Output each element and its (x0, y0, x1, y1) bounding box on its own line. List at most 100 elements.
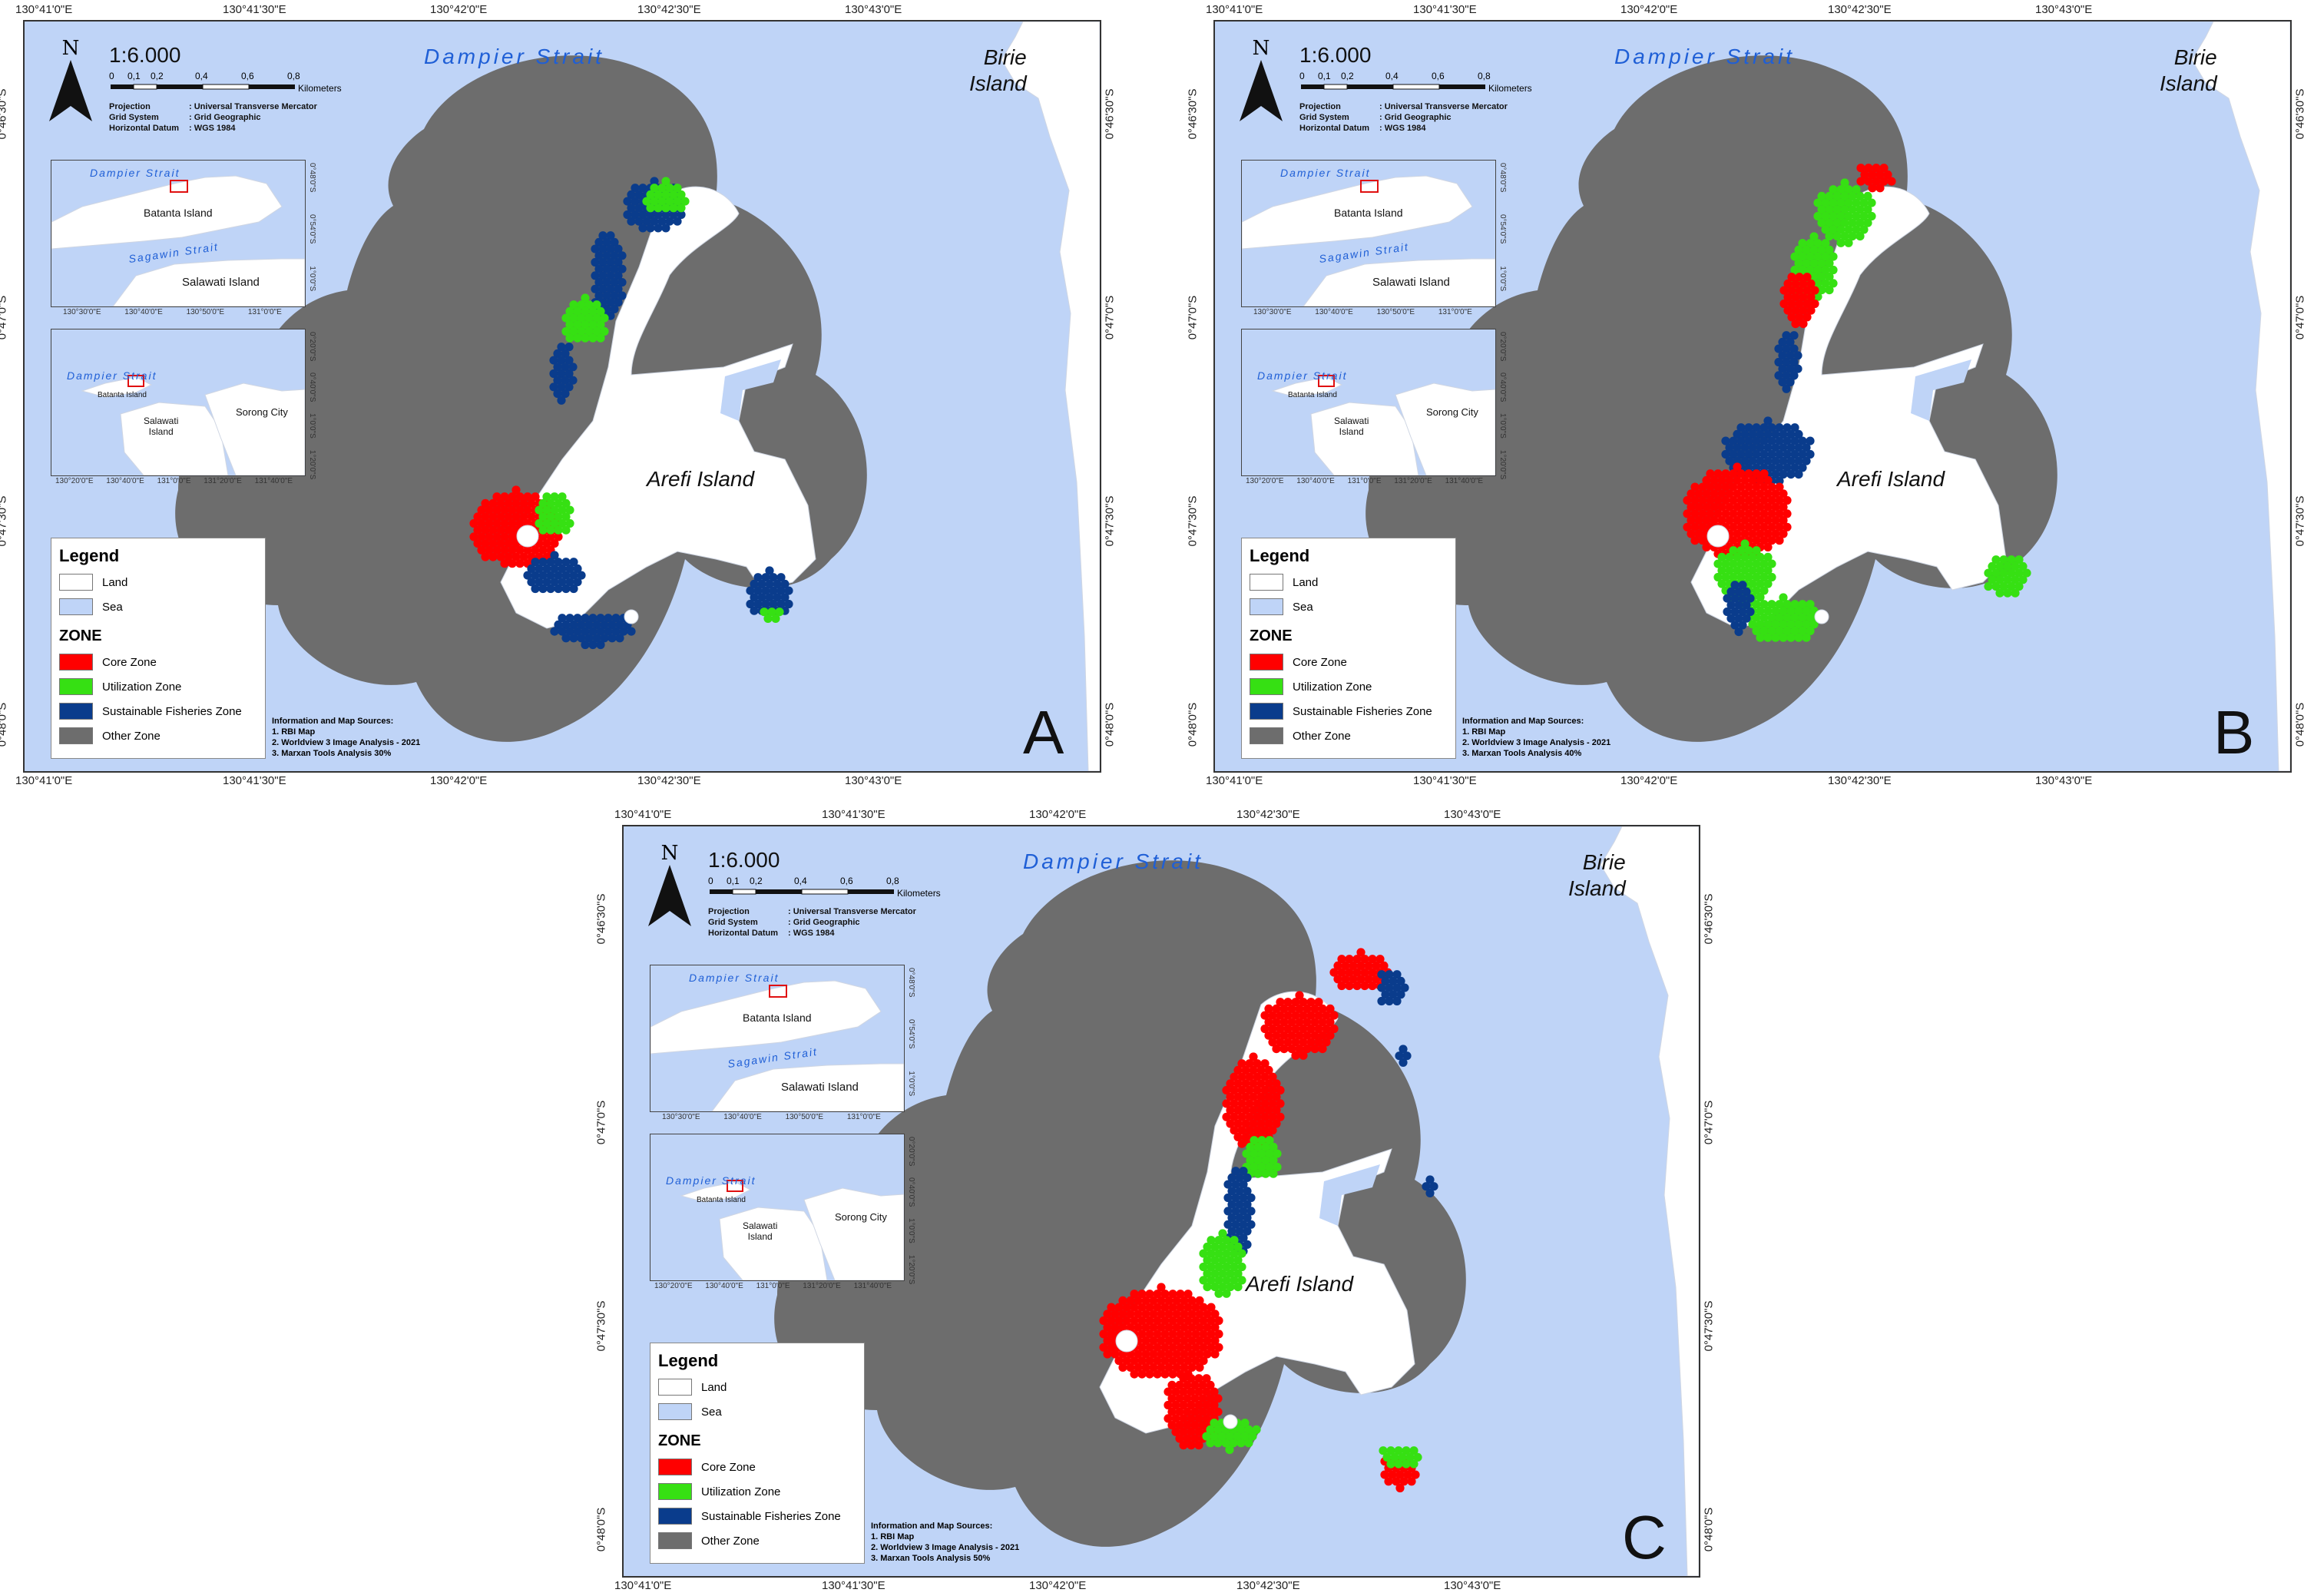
core-zone-cell (1207, 1329, 1216, 1339)
utilization-zone-cluster (642, 177, 690, 213)
utilization-zone-cell (1821, 265, 1830, 275)
core-zone-cell (1721, 482, 1730, 492)
fisheries-zone-cell (623, 197, 632, 206)
core-zone-cell (1721, 509, 1730, 518)
core-zone-cluster (1099, 1283, 1223, 1379)
fisheries-zone-cell (606, 231, 615, 240)
fisheries-zone-cell (1789, 331, 1799, 340)
utilization-zone-cell (1222, 1236, 1231, 1245)
utilization-zone-cell (1817, 205, 1826, 214)
fisheries-zone-cell (1767, 436, 1776, 445)
core-zone-cell (1690, 482, 1700, 492)
core-zone-cell (1118, 1323, 1127, 1332)
inset-2-xtick-2: 130°40'0"E (106, 477, 144, 485)
coord-bottom-2: 130°41'30"E (223, 774, 286, 787)
fisheries-zone-cell (1239, 1207, 1248, 1216)
core-zone-cell (1864, 177, 1873, 186)
utilization-zone-cell (588, 306, 598, 316)
core-zone-cell (1736, 469, 1746, 478)
core-zone-cell (1787, 299, 1796, 309)
core-zone-cell (1279, 1018, 1289, 1027)
fisheries-zone-cell (1243, 1214, 1252, 1223)
utilization-zone-cell (1763, 552, 1773, 562)
birie-island-label: Birie Island (969, 45, 1027, 97)
coord-bottom-4: 130°42'30"E (637, 774, 701, 787)
fisheries-zone-cell (542, 564, 551, 574)
utilization-zone-cell (1744, 559, 1753, 568)
core-zone-cell (1210, 1323, 1220, 1332)
grid-key: Grid System (109, 113, 159, 122)
fisheries-zone-cell (1239, 1193, 1248, 1203)
panel-letter: C (1622, 1503, 1667, 1571)
islet-south (624, 609, 639, 624)
core-zone-cell (481, 512, 490, 522)
fisheries-zone-cell (765, 566, 774, 575)
core-zone-cell (1748, 475, 1757, 485)
core-zone-cell (1384, 1477, 1393, 1486)
projection-key: Projection (708, 907, 750, 916)
core-zone-cell (1210, 1336, 1220, 1346)
core-zone-cell (1190, 1380, 1200, 1389)
utilization-zone-cell (1230, 1276, 1239, 1285)
legend-swatch-core (658, 1459, 692, 1475)
legend-row-sea: Sea (658, 1403, 722, 1420)
utilization-zone-cell (1386, 1446, 1395, 1455)
inset-1-batanta-label: Batanta Island (144, 207, 213, 219)
core-zone-cell (1322, 1011, 1331, 1020)
fisheries-zone-cell (1742, 587, 1751, 597)
fisheries-zone-cluster (1377, 970, 1409, 1006)
utilization-zone-cell (1798, 626, 1807, 636)
inset-2-ytick-2: 0°40'0"S (907, 1177, 915, 1207)
utilization-zone-cell (1244, 1425, 1253, 1434)
core-zone-cell (1145, 1343, 1154, 1352)
core-zone-cell (1253, 1126, 1262, 1135)
core-zone-cell (1395, 1483, 1405, 1493)
core-zone-cell (1160, 1290, 1170, 1299)
core-zone-cell (1710, 502, 1719, 512)
core-zone-cell (1230, 1112, 1239, 1121)
fisheries-zone-cell (531, 584, 540, 594)
core-zone-cell (1176, 1356, 1185, 1366)
utilization-zone-cell (654, 190, 663, 199)
core-zone-cell (1740, 502, 1750, 512)
core-zone-cell (1694, 502, 1703, 512)
fisheries-zone-cell (561, 584, 571, 594)
core-zone-cell (1779, 516, 1788, 525)
utilization-zone-cell (1790, 613, 1799, 622)
inset-2-ytick-2: 0°40'0"S (308, 373, 316, 402)
core-zone-cell (1203, 1336, 1212, 1346)
fisheries-zone-cell (1243, 1227, 1252, 1236)
utilization-zone-cell (561, 498, 571, 508)
fisheries-zone-cell (1748, 456, 1757, 465)
core-zone-cell (1260, 1126, 1270, 1135)
utilization-zone-cell (588, 320, 598, 329)
fisheries-zone-cell (1730, 607, 1740, 617)
core-zone-cell (1360, 968, 1369, 977)
core-zone-cell (1767, 522, 1776, 531)
core-zone-cell (1237, 1126, 1246, 1135)
utilization-zone-cell (1756, 620, 1765, 629)
core-zone-cell (1314, 1024, 1323, 1034)
core-zone-cell (1729, 509, 1738, 518)
core-zone-cell (1318, 1031, 1327, 1040)
core-zone-cell (1237, 1072, 1246, 1081)
core-zone-cell (1241, 1132, 1250, 1141)
utilization-zone-cell (542, 492, 551, 502)
core-zone-cell (1241, 1106, 1250, 1115)
utilization-zone-cell (1809, 232, 1819, 241)
core-zone-cell (1295, 1045, 1304, 1054)
fisheries-zone-cell (581, 640, 590, 650)
utilization-zone-cell (1717, 566, 1726, 575)
core-zone-cell (1752, 522, 1761, 531)
core-zone-cell (1202, 1374, 1211, 1383)
core-zone-cell (1706, 482, 1715, 492)
fisheries-zone-cell (531, 571, 540, 580)
core-zone-cell (546, 532, 555, 541)
fisheries-zone-cell (594, 278, 604, 287)
fisheries-zone-cell (600, 620, 609, 630)
utilization-zone-cell (1207, 1236, 1216, 1245)
core-zone-cell (1107, 1316, 1116, 1326)
core-zone-cell (1779, 286, 1789, 295)
inset-1-xtick-3: 130°50'0"E (186, 308, 225, 316)
core-zone-cell (1164, 1349, 1174, 1359)
